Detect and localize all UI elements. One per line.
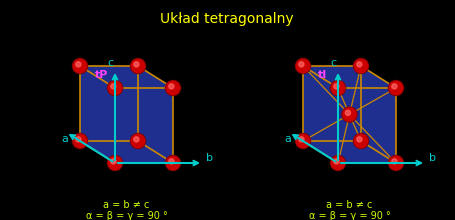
Circle shape <box>169 159 174 164</box>
Polygon shape <box>80 66 173 88</box>
Circle shape <box>131 134 145 147</box>
Circle shape <box>74 134 86 147</box>
Text: b: b <box>429 153 436 163</box>
Circle shape <box>299 137 304 142</box>
Polygon shape <box>303 66 361 141</box>
Circle shape <box>108 156 121 169</box>
Circle shape <box>108 81 121 95</box>
Circle shape <box>354 59 368 73</box>
Circle shape <box>111 84 116 89</box>
Polygon shape <box>138 66 173 163</box>
Circle shape <box>134 137 139 142</box>
Polygon shape <box>303 66 396 88</box>
Circle shape <box>389 156 403 169</box>
Text: a: a <box>61 134 68 144</box>
Circle shape <box>332 81 344 95</box>
Polygon shape <box>80 66 115 163</box>
Text: a = b ≠ c: a = b ≠ c <box>103 200 150 210</box>
Circle shape <box>345 110 350 116</box>
Circle shape <box>392 84 397 89</box>
Circle shape <box>72 59 87 73</box>
Circle shape <box>389 81 404 95</box>
Circle shape <box>343 108 356 121</box>
Circle shape <box>297 59 309 73</box>
Polygon shape <box>115 88 173 163</box>
Circle shape <box>107 156 122 170</box>
Circle shape <box>299 62 304 67</box>
Polygon shape <box>80 66 138 141</box>
Circle shape <box>330 156 345 170</box>
Circle shape <box>166 156 181 170</box>
Text: b: b <box>206 153 213 163</box>
Circle shape <box>169 84 174 89</box>
Circle shape <box>166 81 181 95</box>
Circle shape <box>111 159 116 164</box>
Text: Układ tetragonalny: Układ tetragonalny <box>160 12 294 26</box>
Circle shape <box>295 134 310 148</box>
Polygon shape <box>80 141 173 163</box>
Circle shape <box>392 159 397 164</box>
Circle shape <box>330 81 345 95</box>
Circle shape <box>167 81 180 95</box>
Circle shape <box>131 59 145 73</box>
Circle shape <box>74 59 86 73</box>
Circle shape <box>342 107 357 122</box>
Circle shape <box>334 84 339 89</box>
Text: tI: tI <box>318 70 327 80</box>
Polygon shape <box>338 88 396 163</box>
Circle shape <box>167 156 180 169</box>
Circle shape <box>131 134 146 148</box>
Circle shape <box>134 62 139 67</box>
Circle shape <box>354 59 369 73</box>
Polygon shape <box>303 141 396 163</box>
Polygon shape <box>303 66 338 163</box>
Text: α = β = γ = 90 °: α = β = γ = 90 ° <box>86 211 167 220</box>
Text: c: c <box>330 58 336 68</box>
Text: a = b ≠ c: a = b ≠ c <box>326 200 373 210</box>
Circle shape <box>297 134 309 147</box>
Circle shape <box>354 134 369 148</box>
Text: c: c <box>107 58 113 68</box>
Circle shape <box>295 59 310 73</box>
Text: a: a <box>284 134 291 144</box>
Circle shape <box>131 59 146 73</box>
Circle shape <box>72 134 87 148</box>
Circle shape <box>389 156 404 170</box>
Circle shape <box>389 81 403 95</box>
Circle shape <box>357 62 362 67</box>
Text: α = β = γ = 90 °: α = β = γ = 90 ° <box>308 211 390 220</box>
Circle shape <box>357 137 362 142</box>
Circle shape <box>76 62 81 67</box>
Text: tP: tP <box>95 70 108 80</box>
Circle shape <box>76 137 81 142</box>
Circle shape <box>354 134 368 147</box>
Circle shape <box>107 81 122 95</box>
Polygon shape <box>361 66 396 163</box>
Circle shape <box>334 159 339 164</box>
Circle shape <box>332 156 344 169</box>
